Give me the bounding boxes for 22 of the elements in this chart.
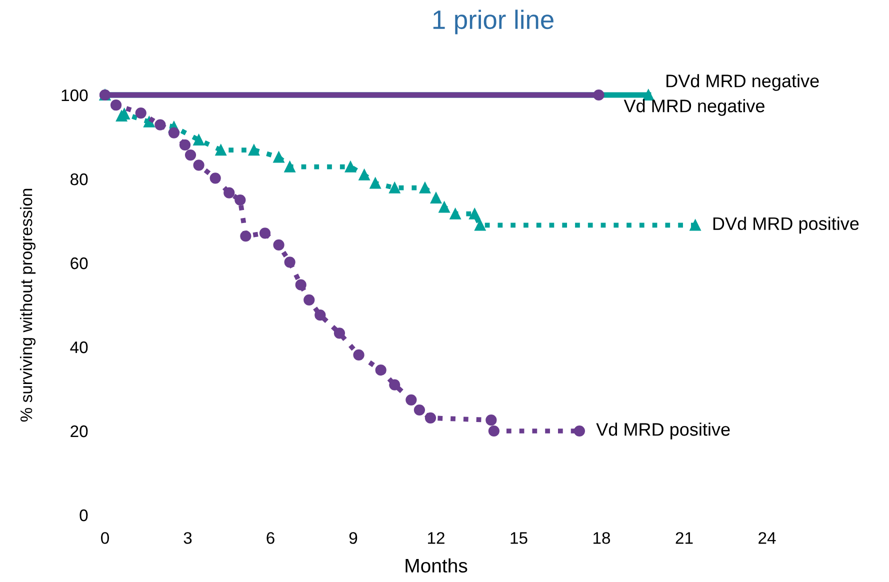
y-tick-label: 0	[80, 509, 88, 522]
x-tick-label: 12	[428, 532, 444, 544]
x-tick-label: 0	[101, 532, 109, 544]
y-tick-label: 100	[62, 89, 88, 102]
x-tick-label: 24	[758, 532, 776, 544]
x-tick-label: 3	[184, 532, 192, 544]
y-tick-label: 80	[70, 173, 88, 186]
y-axis-title: % surviving without progression	[20, 188, 36, 422]
x-tick-label: 15	[510, 532, 528, 544]
series-label: DVd MRD negative	[666, 74, 819, 91]
y-tick-label: 60	[70, 257, 88, 270]
x-tick-label: 9	[349, 532, 358, 544]
series-label: Vd MRD positive	[596, 422, 730, 440]
y-tick-label: 40	[70, 341, 88, 354]
x-tick-label: 18	[594, 532, 610, 544]
series-label: Vd MRD negative	[624, 99, 764, 116]
y-tick-label: 20	[70, 425, 88, 438]
series-label: DVd MRD positive	[713, 216, 859, 234]
x-tick-label: 6	[266, 532, 274, 544]
chart-title: 1 prior line	[433, 10, 554, 34]
x-tick-label: 21	[676, 532, 693, 544]
x-axis-title: Months	[406, 558, 468, 573]
